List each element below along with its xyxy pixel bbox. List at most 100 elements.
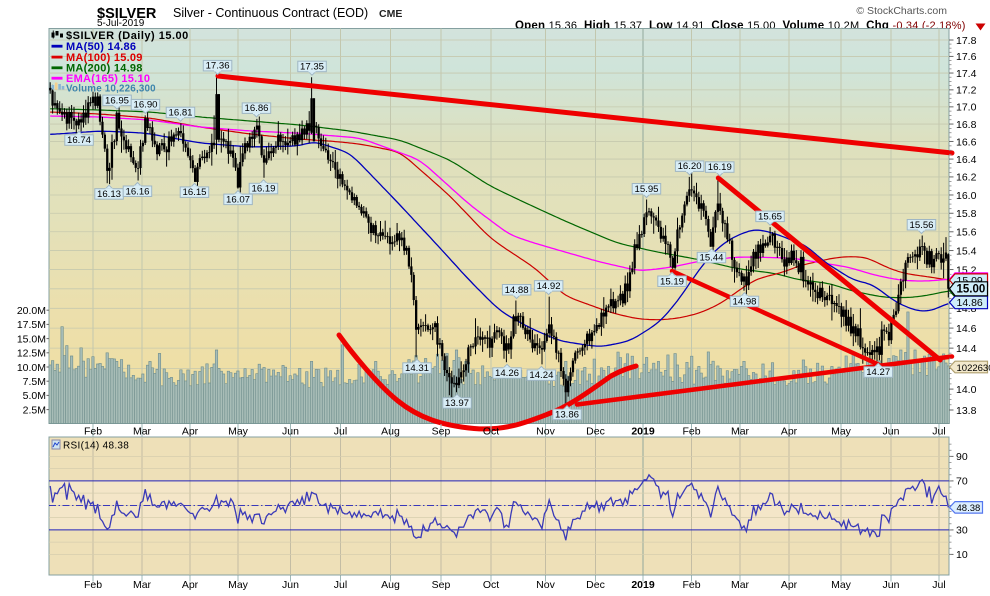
- svg-text:15.95: 15.95: [634, 184, 658, 195]
- svg-text:16.81: 16.81: [168, 108, 192, 119]
- svg-text:Feb: Feb: [682, 579, 700, 591]
- svg-text:15.8: 15.8: [956, 208, 977, 220]
- svg-text:May: May: [831, 579, 852, 591]
- svg-text:Apr: Apr: [781, 426, 798, 438]
- svg-text:Sep: Sep: [432, 426, 451, 438]
- svg-text:16.13: 16.13: [97, 189, 121, 200]
- svg-text:Oct: Oct: [483, 579, 499, 591]
- svg-text:15.0M: 15.0M: [17, 333, 46, 345]
- svg-text:15.00: 15.00: [957, 284, 986, 296]
- svg-text:Apr: Apr: [182, 426, 199, 438]
- svg-text:16.95: 16.95: [105, 95, 129, 106]
- svg-text:17.4: 17.4: [956, 68, 977, 80]
- svg-text:CME: CME: [379, 8, 402, 20]
- svg-text:Dec: Dec: [586, 426, 605, 438]
- svg-text:Nov: Nov: [536, 579, 555, 591]
- svg-text:16.90: 16.90: [133, 100, 157, 111]
- svg-text:Silver - Continuous Contract (: Silver - Continuous Contract (EOD): [173, 6, 368, 20]
- svg-text:Apr: Apr: [781, 579, 798, 591]
- svg-text:16.6: 16.6: [956, 136, 977, 148]
- svg-text:16.19: 16.19: [708, 162, 732, 173]
- svg-text:Mar: Mar: [731, 579, 750, 591]
- svg-text:12.5M: 12.5M: [17, 348, 46, 360]
- svg-text:Mar: Mar: [731, 426, 750, 438]
- svg-text:Jun: Jun: [883, 426, 900, 438]
- svg-text:Mar: Mar: [133, 579, 152, 591]
- svg-text:Aug: Aug: [381, 579, 400, 591]
- svg-text:Apr: Apr: [182, 579, 199, 591]
- svg-text:Nov: Nov: [536, 426, 555, 438]
- svg-text:13.86: 13.86: [555, 410, 579, 421]
- svg-text:16.19: 16.19: [251, 184, 275, 195]
- svg-text:15.56: 15.56: [909, 220, 933, 231]
- svg-text:17.35: 17.35: [300, 62, 324, 73]
- svg-text:16.4: 16.4: [956, 154, 977, 166]
- svg-text:Volume 10,226,300: Volume 10,226,300: [66, 83, 156, 94]
- svg-text:16.2: 16.2: [956, 172, 977, 184]
- svg-text:16.07: 16.07: [226, 194, 250, 205]
- svg-text:2.5M: 2.5M: [23, 404, 46, 416]
- svg-text:17.5M: 17.5M: [17, 319, 46, 331]
- svg-text:48.38: 48.38: [957, 503, 981, 514]
- svg-text:14.92: 14.92: [537, 281, 561, 292]
- svg-text:14.4: 14.4: [956, 343, 977, 355]
- svg-text:© StockCharts.com: © StockCharts.com: [856, 5, 947, 17]
- svg-text:Dec: Dec: [586, 579, 605, 591]
- svg-text:Mar: Mar: [133, 426, 152, 438]
- svg-text:90: 90: [956, 451, 968, 463]
- svg-text:10226300: 10226300: [957, 363, 990, 374]
- svg-text:Aug: Aug: [381, 426, 400, 438]
- svg-text:13.97: 13.97: [445, 398, 469, 409]
- svg-text:16.8: 16.8: [956, 119, 977, 131]
- svg-text:Jul: Jul: [932, 579, 945, 591]
- svg-text:15.19: 15.19: [660, 276, 684, 287]
- svg-text:7.5M: 7.5M: [23, 376, 46, 388]
- svg-text:17.2: 17.2: [956, 85, 977, 97]
- svg-text:Jul: Jul: [334, 579, 347, 591]
- svg-text:Oct: Oct: [483, 426, 499, 438]
- svg-text:5-Jul-2019: 5-Jul-2019: [97, 18, 145, 29]
- svg-text:14.86: 14.86: [957, 297, 983, 309]
- svg-text:Feb: Feb: [84, 579, 102, 591]
- svg-text:May: May: [228, 579, 249, 591]
- svg-text:10: 10: [956, 549, 968, 561]
- svg-text:15.65: 15.65: [758, 211, 782, 222]
- svg-text:Jun: Jun: [282, 426, 299, 438]
- svg-text:14.24: 14.24: [529, 370, 554, 381]
- svg-text:2019: 2019: [631, 426, 655, 438]
- svg-text:Jun: Jun: [282, 579, 299, 591]
- svg-text:Jun: Jun: [883, 579, 900, 591]
- svg-text:14.0: 14.0: [956, 384, 977, 396]
- svg-text:17.6: 17.6: [956, 51, 977, 63]
- svg-text:16.20: 16.20: [678, 161, 702, 172]
- svg-text:5.0M: 5.0M: [23, 390, 46, 402]
- svg-text:May: May: [228, 426, 249, 438]
- svg-text:15.6: 15.6: [956, 227, 977, 239]
- svg-text:20.0M: 20.0M: [17, 305, 46, 317]
- svg-text:16.15: 16.15: [182, 187, 206, 198]
- svg-text:14.31: 14.31: [405, 363, 429, 374]
- svg-text:17.36: 17.36: [206, 61, 230, 72]
- svg-text:16.16: 16.16: [125, 186, 149, 197]
- svg-text:Jul: Jul: [334, 426, 347, 438]
- svg-text:RSI(14) 48.38: RSI(14) 48.38: [63, 441, 129, 452]
- svg-text:14.98: 14.98: [732, 297, 756, 308]
- svg-text:17.0: 17.0: [956, 102, 977, 114]
- svg-text:14.27: 14.27: [866, 367, 890, 378]
- svg-text:10.0M: 10.0M: [17, 362, 46, 374]
- svg-text:14.26: 14.26: [495, 368, 519, 379]
- svg-text:14.6: 14.6: [956, 323, 977, 335]
- svg-text:16.86: 16.86: [244, 103, 268, 114]
- svg-text:2019: 2019: [631, 579, 655, 591]
- svg-text:16.74: 16.74: [67, 135, 92, 146]
- svg-text:14.88: 14.88: [505, 285, 529, 296]
- svg-text:Sep: Sep: [432, 579, 451, 591]
- svg-text:Feb: Feb: [84, 426, 102, 438]
- svg-text:30: 30: [956, 525, 968, 537]
- svg-text:13.8: 13.8: [956, 405, 977, 417]
- svg-text:17.8: 17.8: [956, 35, 977, 47]
- svg-text:16.0: 16.0: [956, 190, 977, 202]
- svg-text:Jul: Jul: [932, 426, 945, 438]
- svg-text:15.4: 15.4: [956, 245, 977, 257]
- svg-text:70: 70: [956, 476, 968, 488]
